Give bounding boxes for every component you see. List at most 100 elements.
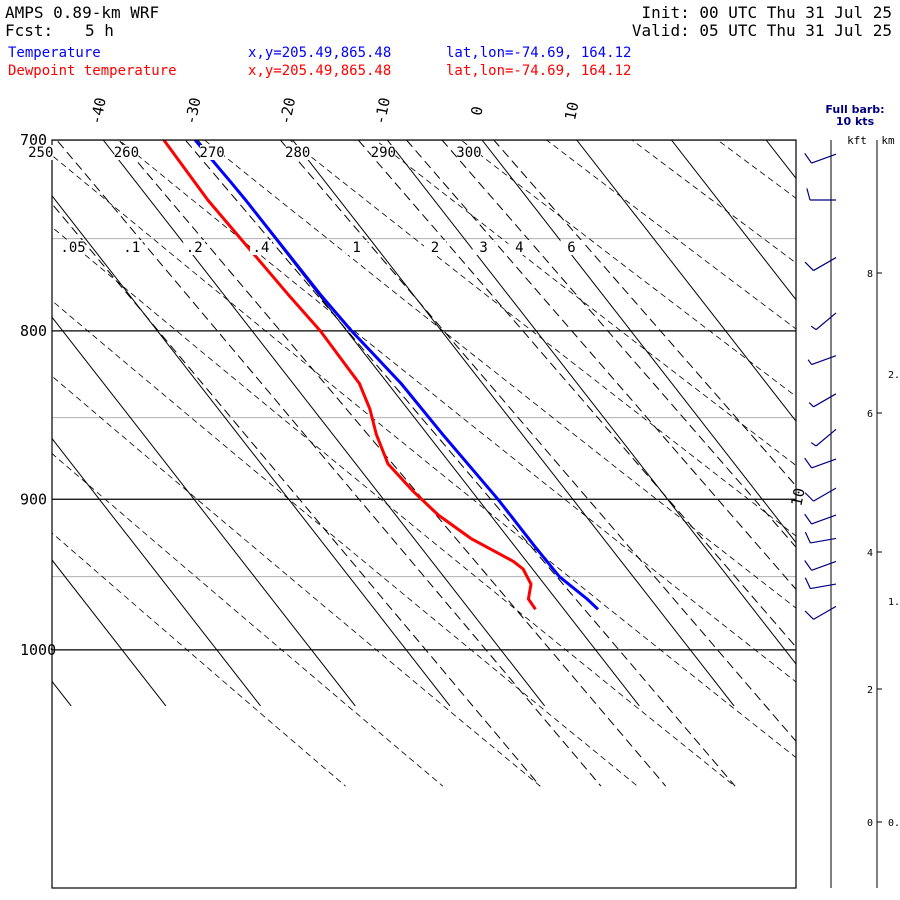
mixing-ratio-label: .1 [123, 240, 140, 256]
mixing-ratio-line [493, 140, 796, 487]
wind-barb [806, 188, 836, 201]
mixing-ratio-label: 3 [479, 240, 487, 256]
dry-adiabat [52, 375, 541, 787]
theta-label: 280 [285, 145, 310, 161]
pressure-tick-label: 900 [20, 490, 47, 508]
wind-barb [804, 152, 837, 164]
theta-label: 260 [114, 145, 139, 161]
dry-adiabat [545, 140, 796, 330]
mixing-ratio-line [357, 140, 796, 648]
plot-frame [51, 139, 797, 889]
dry-adiabat [289, 140, 796, 537]
dry-adiabat [631, 140, 796, 264]
wind-barb [804, 487, 837, 502]
kft-tick-label: 6 [867, 409, 873, 420]
mixing-ratio-line [441, 140, 796, 548]
mixing-ratio-line [52, 203, 541, 787]
wind-barb [804, 560, 837, 571]
init-time: Init: 00 UTC Thu 31 Jul 25 [641, 3, 892, 22]
pressure-tick-label: 800 [20, 322, 47, 340]
temperature-tick-label-10: 10 [787, 486, 808, 507]
theta-label: 270 [199, 145, 224, 161]
forecast-label: Fcst: [5, 21, 54, 40]
wind-barb [810, 428, 837, 447]
plot-area [52, 140, 900, 787]
mixing-ratio-label: 1 [352, 240, 360, 256]
barb-note-line1: Full barb: [825, 103, 884, 116]
wind-barb [804, 605, 837, 620]
barb-note-line2: 10 kts [836, 115, 875, 128]
isotherm-line [861, 140, 900, 706]
isotherm-line [386, 140, 796, 665]
legend-dewpoint-latlon: lat,lon=-74.69, 164.12 [446, 63, 632, 79]
isotherm-line [52, 680, 72, 707]
pressure-tick-label: 700 [20, 131, 47, 149]
legend-dewpoint-name: Dewpoint temperature [8, 63, 177, 79]
temperature-tick-label: 0 [467, 105, 486, 118]
temperature-tick-label: -10 [371, 96, 394, 126]
mixing-ratio-label: .2 [186, 240, 203, 256]
km-tick-label: 2. [888, 370, 900, 381]
temperature-tick-label: -40 [87, 96, 110, 126]
dry-adiabat [118, 140, 796, 683]
theta-label: 290 [371, 145, 396, 161]
isotherm-line [481, 140, 796, 544]
kft-tick-label: 2 [867, 685, 873, 696]
legend-dewpoint-xy: x,y=205.49,865.48 [248, 63, 392, 79]
legend-temperature-name: Temperature [8, 45, 101, 61]
mixing-ratio-label: .4 [253, 240, 270, 256]
kft-tick-label: 4 [867, 548, 873, 559]
wind-barb [804, 513, 837, 525]
temperature-tick-label: -20 [276, 96, 299, 126]
mixing-ratio-label: 6 [567, 240, 575, 256]
forecast-hour: 5 h [85, 21, 114, 40]
theta-label: 300 [456, 145, 481, 161]
mixing-ratio-label: .05 [60, 240, 85, 256]
km-unit: km [881, 134, 895, 147]
wind-barb [808, 393, 837, 408]
isotherm-line [765, 140, 796, 180]
mixing-ratio-label: 4 [515, 240, 523, 256]
wind-barb [804, 257, 837, 272]
isotherm-line [52, 316, 356, 707]
mixing-ratio-label: 2 [431, 240, 439, 256]
mixing-ratio-line [56, 140, 602, 787]
legend-temperature-latlon: lat,lon=-74.69, 164.12 [446, 45, 632, 61]
isotherm-line [671, 140, 796, 301]
valid-time: Valid: 05 UTC Thu 31 Jul 25 [631, 21, 892, 40]
wind-barb [804, 531, 837, 544]
temperature-tick-label: -30 [181, 96, 204, 126]
temperature-tick-label: 10 [561, 100, 582, 121]
dry-adiabat [52, 154, 796, 759]
dry-adiabat [52, 226, 736, 787]
model-title: AMPS 0.89-km WRF [5, 3, 160, 22]
temperature-profile [193, 140, 600, 611]
mixing-ratio-line [279, 140, 796, 743]
isotherm-line [52, 437, 261, 707]
theta-label: 250 [28, 145, 53, 161]
kft-tick-label: 8 [867, 269, 873, 280]
mixing-ratio-line [405, 140, 796, 591]
wind-barb [807, 355, 837, 366]
wind-barb [810, 312, 837, 331]
kft-unit: kft [847, 134, 867, 147]
mixing-ratio-line [184, 140, 736, 787]
dry-adiabat [374, 140, 796, 466]
dry-adiabat [716, 140, 796, 199]
dewpoint-profile [162, 140, 537, 611]
legend-temperature-xy: x,y=205.49,865.48 [248, 45, 392, 61]
wind-barb [804, 457, 837, 469]
pressure-tick-label: 1000 [20, 641, 56, 659]
isotherm-line [292, 140, 735, 707]
km-tick-label: 0. [888, 818, 900, 829]
dry-adiabat [203, 140, 796, 609]
isotherm-line [52, 194, 451, 707]
kft-tick-label: 0 [867, 818, 873, 829]
isotherm-line [52, 559, 167, 707]
isotherm-line [576, 140, 796, 422]
wind-barb [804, 577, 837, 590]
mixing-ratio-line [118, 140, 667, 787]
isotherm-line [102, 140, 546, 707]
km-tick-label: 1. [888, 597, 900, 608]
